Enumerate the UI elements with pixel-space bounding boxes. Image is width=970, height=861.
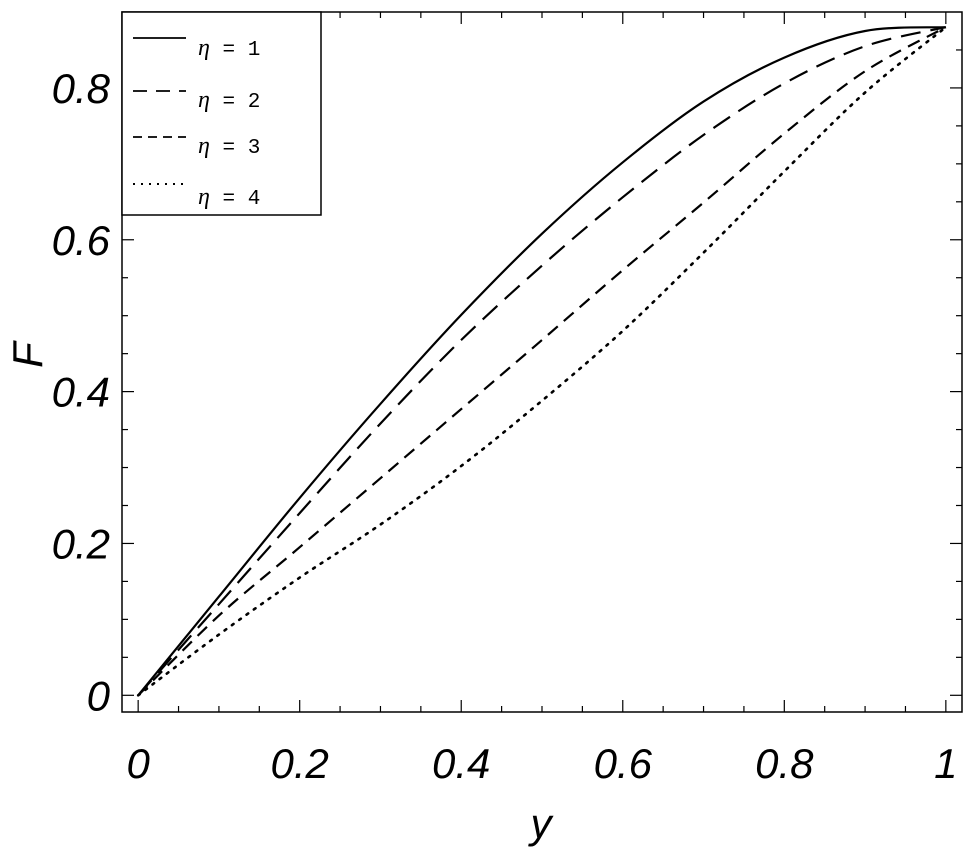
x-tick-label: 0.6 bbox=[594, 740, 653, 787]
x-axis-title: y bbox=[528, 800, 555, 847]
y-tick-label: 0.4 bbox=[52, 369, 110, 416]
y-tick-label: 0.8 bbox=[52, 65, 111, 112]
legend-label-eta-2: η = 2 bbox=[198, 87, 260, 114]
y-tick-label: 0.2 bbox=[52, 520, 110, 567]
series-line-eta-2 bbox=[137, 26, 947, 697]
x-tick-label: 0.2 bbox=[270, 740, 328, 787]
legend: η = 1 η = 2 η = 3 η = 4 bbox=[121, 11, 322, 216]
x-tick-label: 0.4 bbox=[432, 740, 490, 787]
x-tick-label: 1 bbox=[934, 740, 957, 787]
legend-label-eta-3: η = 3 bbox=[198, 133, 260, 160]
x-tick-label: 0.8 bbox=[755, 740, 814, 787]
y-tick-label: 0 bbox=[87, 672, 111, 719]
series-layer bbox=[136, 25, 948, 697]
legend-box bbox=[121, 11, 322, 216]
series-line-eta-4 bbox=[136, 25, 948, 697]
legend-label-eta-4: η = 4 bbox=[198, 184, 260, 211]
y-axis-title: F bbox=[4, 340, 51, 368]
y-tick-label: 0.6 bbox=[52, 217, 111, 264]
x-tick-label: 0 bbox=[126, 740, 150, 787]
legend-label-eta-1: η = 1 bbox=[198, 35, 260, 62]
tick-labels-layer: 0 0.2 0.4 0.6 0.8 1 0 0.2 0.4 0.6 0.8 bbox=[52, 65, 958, 787]
series-line-eta-1 bbox=[137, 26, 946, 696]
